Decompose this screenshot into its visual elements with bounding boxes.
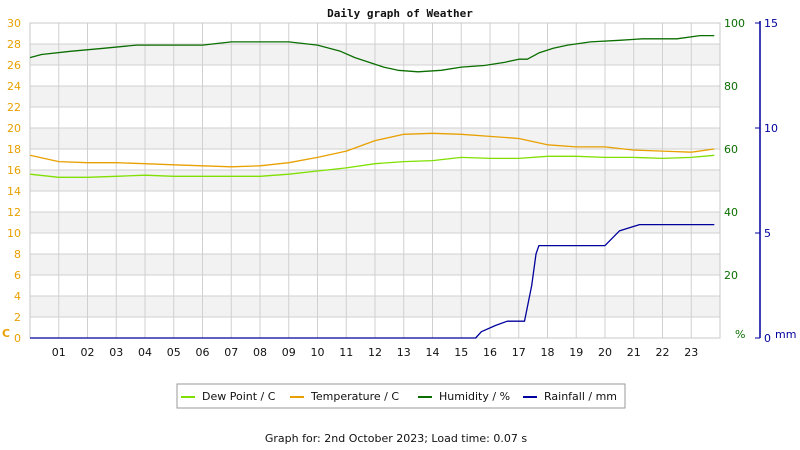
rainfall-tick-label: 0: [764, 332, 771, 345]
temperature-tick-label: 14: [7, 185, 21, 198]
x-tick-label: 01: [52, 346, 66, 359]
temperature-tick-label: 10: [7, 227, 21, 240]
series-humidity-line: [29, 34, 715, 73]
temperature-unit-label: C: [2, 327, 10, 340]
x-tick-label: 19: [569, 346, 583, 359]
x-tick-label: 17: [512, 346, 526, 359]
series-rainfall-line: [30, 223, 715, 339]
temperature-tick-label: 2: [14, 311, 21, 324]
temperature-tick-label: 28: [7, 38, 21, 51]
rainfall-tick-label: 15: [764, 17, 778, 30]
chart-title: Daily graph of Weather: [327, 7, 473, 20]
temperature-tick-label: 20: [7, 122, 21, 135]
rainfall-tick-label: 5: [764, 227, 771, 240]
legend-entry-label: Dew Point / C: [202, 390, 276, 403]
temperature-tick-label: 6: [14, 269, 21, 282]
plot-area: [29, 22, 721, 339]
temperature-tick-label: 16: [7, 164, 21, 177]
legend-entry-label: Temperature / C: [310, 390, 399, 403]
series-lines: [29, 34, 715, 339]
x-tick-label: 03: [109, 346, 123, 359]
x-tick-label: 04: [138, 346, 152, 359]
temperature-tick-label: 12: [7, 206, 21, 219]
rainfall-unit-label: mm: [775, 328, 796, 341]
x-tick-label: 20: [598, 346, 612, 359]
x-tick-label: 08: [253, 346, 267, 359]
x-tick-label: 18: [541, 346, 555, 359]
axes: 01 02 03 04 05 06 07 08 09 10 11 12 13 14 15 16 17 18 19 20…: [2, 17, 796, 359]
temperature-tick-label: 18: [7, 143, 21, 156]
x-tick-label: 23: [684, 346, 698, 359]
humidity-tick-label: 100: [724, 17, 745, 30]
x-tick-label: 11: [339, 346, 353, 359]
x-tick-label: 06: [196, 346, 210, 359]
series-dew-point-line: [29, 154, 715, 178]
legend-entry-label: Rainfall / mm: [544, 390, 617, 403]
x-tick-label: 07: [224, 346, 238, 359]
x-tick-label: 02: [81, 346, 95, 359]
x-tick-label: 05: [167, 346, 181, 359]
x-tick-label: 12: [368, 346, 382, 359]
temperature-tick-label: 30: [7, 17, 21, 30]
rainfall-tick-label: 10: [764, 122, 778, 135]
x-tick-label: 16: [483, 346, 497, 359]
temperature-tick-label: 0: [14, 332, 21, 345]
humidity-tick-label: 80: [724, 80, 738, 93]
x-tick-label: 21: [627, 346, 641, 359]
series-temperature-line: [29, 132, 715, 168]
x-tick-label: 15: [454, 346, 468, 359]
humidity-tick-label: 20: [724, 269, 738, 282]
temperature-tick-label: 24: [7, 80, 21, 93]
x-tick-label: 10: [311, 346, 325, 359]
legend: Dew Point / C Temperature / C Humidity / %…: [176, 383, 626, 409]
temperature-tick-label: 26: [7, 59, 21, 72]
humidity-tick-label: 40: [724, 206, 738, 219]
temperature-tick-label: 4: [14, 290, 21, 303]
humidity-unit-label: %: [735, 328, 745, 341]
legend-entry-label: Humidity / %: [439, 390, 510, 403]
legend-box: [176, 383, 626, 409]
x-tick-label: 09: [282, 346, 296, 359]
x-tick-label: 13: [397, 346, 411, 359]
temperature-tick-label: 22: [7, 101, 21, 114]
temperature-tick-label: 8: [14, 248, 21, 261]
humidity-tick-label: 60: [724, 143, 738, 156]
chart-footer: Graph for: 2nd October 2023; Load time: …: [265, 432, 527, 445]
x-tick-label: 14: [426, 346, 440, 359]
x-tick-label: 22: [656, 346, 670, 359]
